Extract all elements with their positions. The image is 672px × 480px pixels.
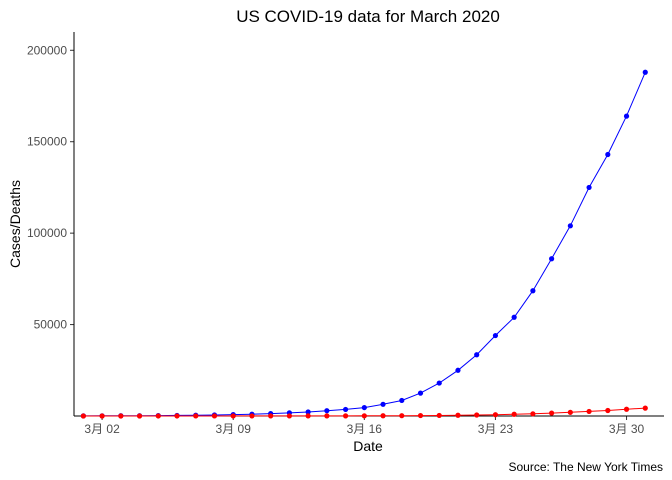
data-point-series-0 [361,404,367,411]
data-point-series-1 [136,413,143,419]
data-point-series-1 [342,413,349,419]
x-tick-label: 3月 16 [347,422,383,436]
data-point-series-0 [455,367,461,373]
data-point-series-1 [193,413,199,419]
data-point-series-0 [380,401,386,407]
x-axis-ticks: 3月 02 3月 09 3月 16 3月 23 3月 30 [84,416,645,436]
data-point-series-1 [305,413,311,419]
data-point-series-0 [549,256,555,262]
data-point-series-0 [623,113,630,119]
x-axis-label: Date [353,438,383,454]
x-tick-label: 3月 02 [84,422,120,436]
series-line-0 [83,72,646,417]
x-tick-label: 3月 09 [216,422,252,436]
data-point-series-0 [567,223,573,229]
data-point-series-1 [286,413,292,419]
series-layer [80,69,648,419]
data-point-series-1 [605,407,611,414]
source-caption: Source: The New York Times [508,460,663,474]
y-tick-label: 50000 [34,318,68,332]
data-point-series-1 [155,413,161,419]
data-point-series-1 [567,409,573,415]
x-tick-label: 3月 23 [478,422,514,436]
data-point-series-1 [549,410,555,416]
data-point-series-0 [324,408,330,414]
data-point-series-0 [586,184,592,191]
data-point-series-1 [417,412,424,419]
data-point-series-1 [380,413,386,419]
data-point-series-1 [230,413,236,419]
data-point-series-0 [642,69,648,75]
data-point-series-1 [399,413,405,419]
x-tick-label: 3月 30 [609,422,645,436]
data-point-series-0 [511,314,517,320]
y-tick-label: 200000 [27,43,67,57]
data-point-series-1 [511,411,517,417]
data-point-series-0 [342,406,349,413]
data-point-series-0 [305,409,311,415]
data-point-series-1 [174,413,180,419]
data-point-series-1 [492,412,499,418]
data-point-series-0 [492,332,499,339]
data-point-series-1 [211,413,218,419]
data-point-series-1 [361,413,367,419]
data-point-series-1 [530,411,536,417]
data-point-series-1 [436,412,442,419]
y-axis-ticks: 50000 100000 150000 200000 [27,43,74,332]
data-point-series-1 [642,405,648,411]
data-point-series-1 [324,413,330,419]
y-tick-label: 150000 [27,135,67,149]
y-axis-label: Cases/Deaths [7,180,23,268]
data-point-series-1 [99,413,105,419]
data-point-series-1 [80,413,86,419]
data-point-series-1 [455,412,461,418]
y-tick-label: 100000 [27,226,67,240]
data-point-series-0 [530,288,536,294]
data-point-series-0 [417,390,424,396]
data-point-series-0 [605,151,611,158]
data-point-series-1 [118,413,124,419]
data-point-series-1 [268,413,274,419]
chart-title: US COVID-19 data for March 2020 [236,7,500,26]
data-point-series-1 [474,412,480,418]
data-point-series-0 [474,352,480,358]
data-point-series-1 [249,413,255,419]
data-point-series-1 [586,408,592,415]
data-point-series-0 [399,397,405,404]
data-point-series-1 [623,406,630,412]
data-point-series-0 [436,380,442,386]
